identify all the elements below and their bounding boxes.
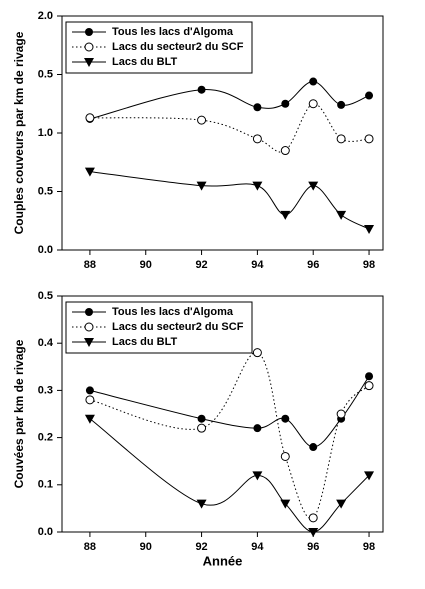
y-axis-label: Couples couveurs par km de rivage <box>12 31 26 234</box>
marker <box>308 99 318 109</box>
x-tick-label: 90 <box>140 259 152 271</box>
series-line <box>89 352 370 520</box>
marker <box>336 409 346 419</box>
marker <box>364 381 374 391</box>
legend-marker <box>84 322 94 332</box>
marker <box>84 167 95 177</box>
y-tick-label: 0.0 <box>38 526 53 538</box>
marker <box>280 146 290 156</box>
marker <box>252 181 263 191</box>
legend-label: Tous les lacs d'Algoma <box>112 306 234 318</box>
y-axis-label: Couvées par km de rivage <box>12 339 26 488</box>
y-tick-label: 0.5 <box>38 185 53 197</box>
y-tick-label: 2.0 <box>38 10 53 22</box>
legend-label: Lacs du BLT <box>112 336 177 348</box>
marker <box>253 424 262 433</box>
y-tick-label: 0.3 <box>38 384 53 396</box>
y-tick-label: 0.4 <box>38 337 54 349</box>
legend-marker <box>84 42 94 52</box>
marker <box>308 181 319 191</box>
marker <box>364 134 374 144</box>
marker <box>365 372 374 381</box>
marker <box>197 423 207 433</box>
marker <box>196 499 207 509</box>
marker <box>309 443 318 452</box>
marker <box>197 115 207 125</box>
legend-label: Tous les lacs d'Algoma <box>112 26 234 38</box>
y-tick-label: 0.1 <box>38 479 53 491</box>
x-tick-label: 88 <box>84 259 96 271</box>
marker <box>85 395 95 405</box>
x-tick-label: 94 <box>251 541 264 553</box>
marker <box>364 471 375 481</box>
marker <box>336 210 347 220</box>
x-tick-label: 88 <box>84 541 96 553</box>
legend-marker <box>84 58 94 67</box>
y-tick-label: 0.5 <box>38 290 53 302</box>
series-line <box>89 171 370 230</box>
marker <box>336 134 346 144</box>
x-tick-label: 98 <box>363 259 375 271</box>
x-axis-label: Année <box>203 553 243 568</box>
marker <box>252 471 263 481</box>
marker <box>84 414 95 424</box>
marker <box>365 91 374 100</box>
marker <box>280 451 290 461</box>
series-line <box>89 103 370 153</box>
marker <box>364 224 375 234</box>
marker <box>280 210 291 220</box>
x-tick-label: 98 <box>363 541 375 553</box>
series-line <box>89 418 370 533</box>
marker <box>309 77 318 86</box>
x-tick-label: 92 <box>195 259 207 271</box>
x-tick-label: 96 <box>307 259 319 271</box>
x-tick-label: 96 <box>307 541 319 553</box>
marker <box>85 386 94 395</box>
marker <box>252 348 262 358</box>
x-tick-label: 92 <box>195 541 207 553</box>
legend-marker <box>84 338 94 347</box>
series-line <box>89 375 370 448</box>
series-line <box>89 81 370 120</box>
legend-label: Lacs du secteur2 du SCF <box>112 321 244 333</box>
marker <box>196 181 207 191</box>
legend-marker <box>85 28 93 36</box>
legend-marker <box>85 308 93 316</box>
marker <box>197 85 206 94</box>
marker <box>337 100 346 109</box>
y-tick-label: 0.2 <box>38 432 53 444</box>
x-tick-label: 94 <box>251 259 264 271</box>
marker <box>308 528 319 537</box>
marker <box>280 499 291 509</box>
marker <box>197 414 206 423</box>
plot-frame <box>61 295 384 533</box>
legend-label: Lacs du secteur2 du SCF <box>112 41 244 53</box>
y-tick-label: 1.0 <box>38 127 53 139</box>
x-tick-label: 90 <box>140 541 152 553</box>
marker <box>252 134 262 144</box>
y-tick-label: 0.0 <box>38 244 53 256</box>
marker <box>281 414 290 423</box>
marker <box>336 499 347 509</box>
marker <box>253 103 262 112</box>
legend-label: Lacs du BLT <box>112 56 177 68</box>
y-tick-label: 0.5 <box>38 68 53 80</box>
marker <box>308 513 318 523</box>
marker <box>281 99 290 108</box>
marker <box>85 113 95 123</box>
